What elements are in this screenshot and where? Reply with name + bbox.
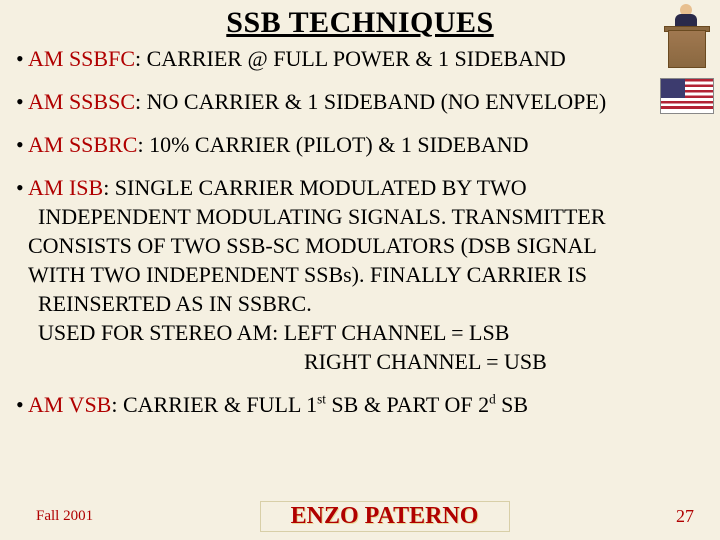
slide-footer: Fall 2001 ENZO PATERNO 27 (0, 501, 720, 532)
text-ssbsc: : NO CARRIER & 1 SIDEBAND (NO ENVELOPE) (135, 89, 606, 114)
page-title: SSB TECHNIQUES (0, 0, 720, 40)
vsb-post: SB (496, 392, 528, 417)
vsb-sup1: st (317, 392, 326, 407)
isb-l3: CONSISTS OF TWO SSB-SC MODULATORS (DSB S… (16, 233, 597, 258)
us-flag-icon (660, 78, 714, 114)
label-vsb: AM VSB (28, 392, 111, 417)
page-number: 27 (676, 506, 694, 527)
isb-l1: : SINGLE CARRIER MODULATED BY TWO (103, 175, 527, 200)
bullet-isb: • AM ISB: SINGLE CARRIER MODULATED BY TW… (16, 173, 704, 376)
speaker-podium-icon (662, 2, 714, 72)
isb-l4: WITH TWO INDEPENDENT SSBs). FINALLY CARR… (16, 262, 587, 287)
bullet-vsb: • AM VSB: CARRIER & FULL 1st SB & PART O… (16, 390, 704, 419)
isb-l2: INDEPENDENT MODULATING SIGNALS. TRANSMIT… (16, 204, 606, 229)
label-ssbsc: AM SSBSC (28, 89, 135, 114)
label-ssbfc: AM SSBFC (28, 46, 135, 71)
vsb-pre: : CARRIER & FULL 1 (111, 392, 317, 417)
isb-l7: RIGHT CHANNEL = USB (16, 349, 547, 374)
vsb-sup2: d (489, 392, 496, 407)
vsb-mid: SB & PART OF 2 (326, 392, 489, 417)
label-ssbrc: AM SSBRC (28, 132, 137, 157)
text-ssbfc: : CARRIER @ FULL POWER & 1 SIDEBAND (135, 46, 566, 71)
isb-l6: USED FOR STEREO AM: LEFT CHANNEL = LSB (16, 320, 509, 345)
label-isb: AM ISB (28, 175, 103, 200)
slide-content: • AM SSBFC: CARRIER @ FULL POWER & 1 SID… (0, 40, 720, 419)
footer-author: ENZO PATERNO (260, 501, 510, 532)
bullet-ssbsc: • AM SSBSC: NO CARRIER & 1 SIDEBAND (NO … (16, 87, 704, 116)
bullet-ssbrc: • AM SSBRC: 10% CARRIER (PILOT) & 1 SIDE… (16, 130, 704, 159)
bullet-ssbfc: • AM SSBFC: CARRIER @ FULL POWER & 1 SID… (16, 44, 704, 73)
footer-date: Fall 2001 (36, 508, 93, 525)
isb-l5: REINSERTED AS IN SSBRC. (16, 291, 312, 316)
text-ssbrc: : 10% CARRIER (PILOT) & 1 SIDEBAND (137, 132, 528, 157)
